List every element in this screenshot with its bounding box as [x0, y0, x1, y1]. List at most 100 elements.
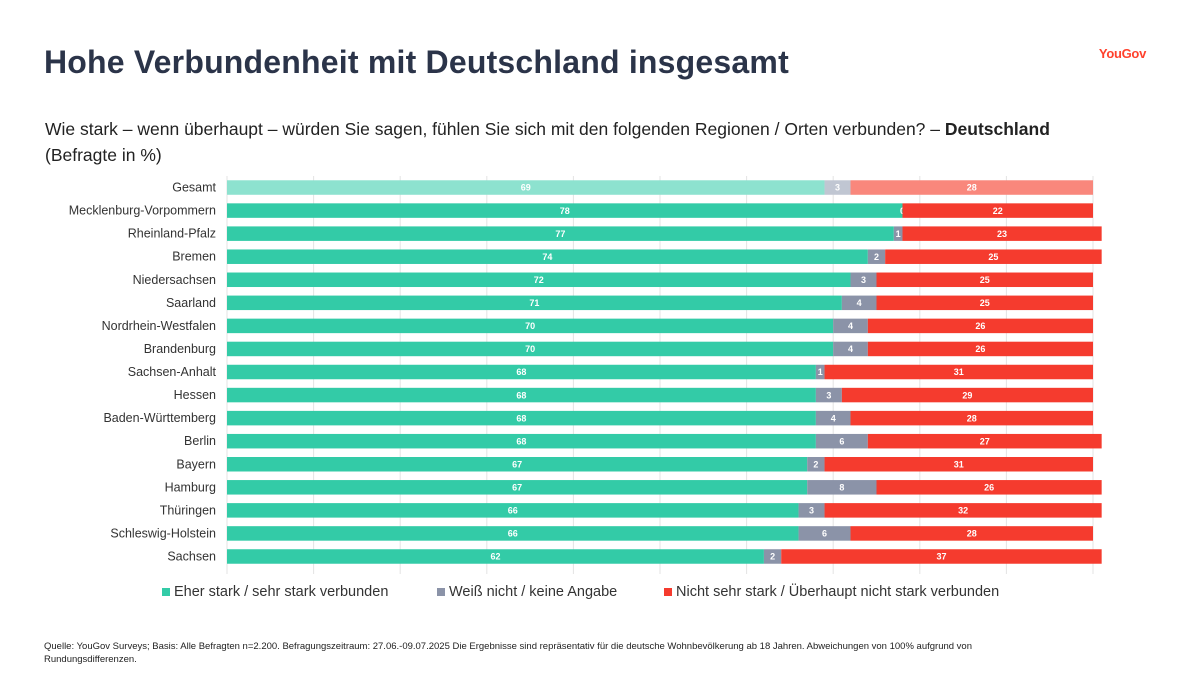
category-label: Bayern — [176, 457, 216, 471]
legend-item-strong: Eher stark / sehr stark verbunden — [162, 584, 437, 600]
category-label: Saarland — [166, 296, 216, 310]
legend-swatch-strong — [162, 588, 170, 596]
category-label: Sachsen-Anhalt — [128, 365, 217, 379]
bar-segment — [876, 295, 1093, 311]
bar-segment — [227, 272, 851, 288]
bar-segment — [227, 318, 834, 334]
legend-label-weak: Nicht sehr stark / Überhaupt nicht stark… — [676, 584, 1000, 600]
category-label: Niedersachsen — [133, 273, 216, 287]
bar-segment — [227, 503, 799, 518]
data-label: 29 — [962, 390, 972, 400]
category-label: Schleswig-Holstein — [110, 526, 216, 540]
data-label: 4 — [848, 321, 853, 331]
data-label: 6 — [822, 529, 827, 539]
bar-segment — [227, 433, 816, 449]
unit-note: (Befragte in %) — [45, 145, 162, 165]
bar-segment — [815, 410, 851, 426]
data-label: 28 — [967, 183, 977, 193]
data-label: 68 — [516, 413, 526, 423]
bar-segment — [824, 364, 1093, 380]
data-label: 8 — [839, 483, 844, 493]
bar-segment — [763, 549, 782, 564]
category-label: Bremen — [172, 250, 216, 264]
bar-segment — [850, 180, 1093, 195]
data-label: 70 — [525, 321, 535, 331]
bar-segment — [227, 295, 842, 311]
data-label: 3 — [809, 506, 814, 516]
bar-segment — [833, 341, 868, 357]
bar-segment — [781, 549, 1102, 564]
bar-segment — [824, 503, 1102, 518]
bar-segment — [867, 249, 886, 264]
category-label: Brandenburg — [144, 342, 216, 356]
data-label: 67 — [512, 483, 522, 493]
data-label: 68 — [516, 390, 526, 400]
bar-segment — [893, 226, 903, 241]
bar-segment — [841, 295, 877, 311]
data-label: 67 — [512, 459, 522, 469]
data-label: 77 — [555, 229, 565, 239]
data-label: 2 — [874, 252, 879, 262]
bar-segment — [815, 387, 842, 403]
chart-question: Wie stark – wenn überhaupt – würden Sie … — [45, 116, 1050, 168]
data-label: 71 — [529, 298, 539, 308]
bar-segment — [824, 457, 1093, 472]
data-label: 4 — [831, 413, 836, 423]
bar-segment — [815, 364, 825, 380]
data-label: 25 — [980, 275, 990, 285]
legend-item-unknown: Weiß nicht / keine Angabe — [437, 584, 664, 600]
bar-segment — [807, 457, 825, 472]
bar-segment — [876, 480, 1102, 495]
data-label: 6 — [839, 436, 844, 446]
data-label: 4 — [848, 344, 853, 354]
data-label: 26 — [975, 344, 985, 354]
bar-segment — [850, 526, 1093, 541]
question-bold-text: Deutschland — [944, 119, 1050, 139]
data-label: 25 — [988, 252, 998, 262]
legend-swatch-unknown — [437, 588, 445, 596]
category-label: Baden-Württemberg — [103, 411, 216, 425]
data-label: 32 — [958, 506, 968, 516]
yougov-logo: YouGov — [1098, 46, 1146, 61]
data-label: 27 — [980, 436, 990, 446]
data-label: 74 — [542, 252, 552, 262]
data-label: 68 — [516, 367, 526, 377]
data-label: 31 — [954, 367, 964, 377]
data-label: 4 — [857, 298, 862, 308]
data-label: 1 — [818, 367, 823, 377]
data-label: 3 — [835, 183, 840, 193]
data-label: 62 — [490, 552, 500, 562]
category-label: Nordrhein-Westfalen — [102, 319, 216, 333]
data-label: 3 — [861, 275, 866, 285]
data-label: 68 — [516, 436, 526, 446]
question-text: Wie stark – wenn überhaupt – würden Sie … — [45, 119, 941, 139]
data-label: 1 — [896, 229, 901, 239]
data-label: 28 — [967, 529, 977, 539]
bar-segment — [902, 226, 1102, 241]
bar-segment — [815, 433, 868, 449]
chart-legend: Eher stark / sehr stark verbunden Weiß n… — [162, 584, 999, 600]
bar-segment — [833, 318, 868, 334]
data-label: 37 — [936, 552, 946, 562]
bar-segment — [902, 203, 1093, 218]
bar-segment — [850, 410, 1093, 426]
bar-segment — [227, 457, 808, 472]
data-label: 26 — [975, 321, 985, 331]
legend-label-unknown: Weiß nicht / keine Angabe — [449, 584, 618, 600]
data-label: 26 — [984, 483, 994, 493]
bar-segment — [824, 180, 851, 195]
data-label: 78 — [560, 206, 570, 216]
data-label: 66 — [508, 506, 518, 516]
bar-segment — [867, 341, 1093, 357]
bar-segment — [885, 249, 1102, 264]
data-label: 31 — [954, 459, 964, 469]
category-label: Gesamt — [172, 181, 216, 195]
category-label: Thüringen — [160, 503, 216, 517]
data-label: 2 — [813, 459, 818, 469]
bar-segment — [227, 226, 894, 241]
page-title: Hohe Verbundenheit mit Deutschland insge… — [44, 44, 789, 80]
bar-segment — [227, 480, 808, 495]
bar-segment — [227, 249, 868, 264]
bar-segment — [807, 480, 877, 495]
bar-segment — [798, 503, 825, 518]
